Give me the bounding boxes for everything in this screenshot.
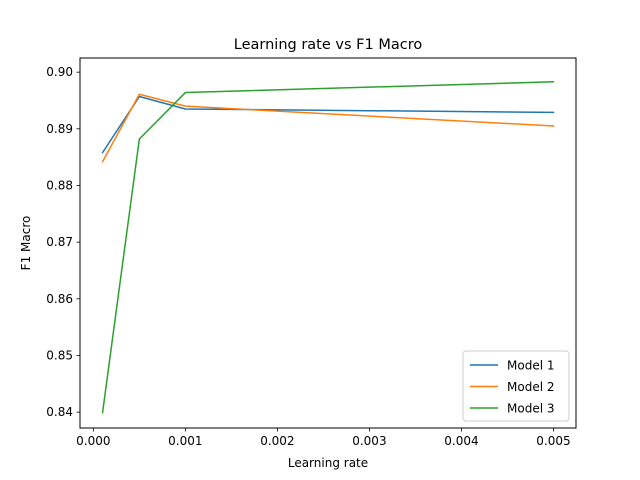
series-line-model-2 bbox=[101, 93, 555, 163]
y-tick-label: 0.90 bbox=[46, 65, 73, 79]
ticks-layer: 0.000 0.001 0.002 0.003 0.004 0.005 0.84 0.85 0.… bbox=[46, 65, 570, 448]
series-line-model-1 bbox=[101, 95, 555, 154]
plot-area-frame bbox=[79, 57, 577, 429]
legend-label-model-3: Model 3 bbox=[507, 402, 554, 416]
legend-label-model-1: Model 1 bbox=[507, 359, 554, 373]
x-tick-label: 0.001 bbox=[168, 434, 202, 448]
y-axis-label: F1 Macro bbox=[19, 216, 33, 271]
series-layer bbox=[101, 81, 555, 414]
x-tick-label: 0.004 bbox=[444, 434, 478, 448]
y-tick-label: 0.89 bbox=[46, 122, 73, 136]
x-tick-label: 0.005 bbox=[536, 434, 570, 448]
chart-title: Learning rate vs F1 Macro bbox=[234, 37, 423, 53]
legend-box bbox=[462, 350, 570, 422]
x-tick-label: 0.002 bbox=[260, 434, 294, 448]
x-tick-label: 0.000 bbox=[76, 434, 110, 448]
legend-label-model-2: Model 2 bbox=[507, 380, 554, 394]
y-tick-label: 0.87 bbox=[46, 235, 73, 249]
y-tick-label: 0.85 bbox=[46, 348, 73, 362]
y-tick-label: 0.88 bbox=[46, 178, 73, 192]
x-tick-label: 0.003 bbox=[352, 434, 386, 448]
y-tick-label: 0.86 bbox=[46, 292, 73, 306]
series-line-model-3 bbox=[101, 81, 555, 414]
x-axis-label: Learning rate bbox=[288, 456, 368, 470]
legend: Model 1 Model 2 Model 3 bbox=[462, 350, 570, 422]
y-tick-label: 0.84 bbox=[46, 405, 73, 419]
